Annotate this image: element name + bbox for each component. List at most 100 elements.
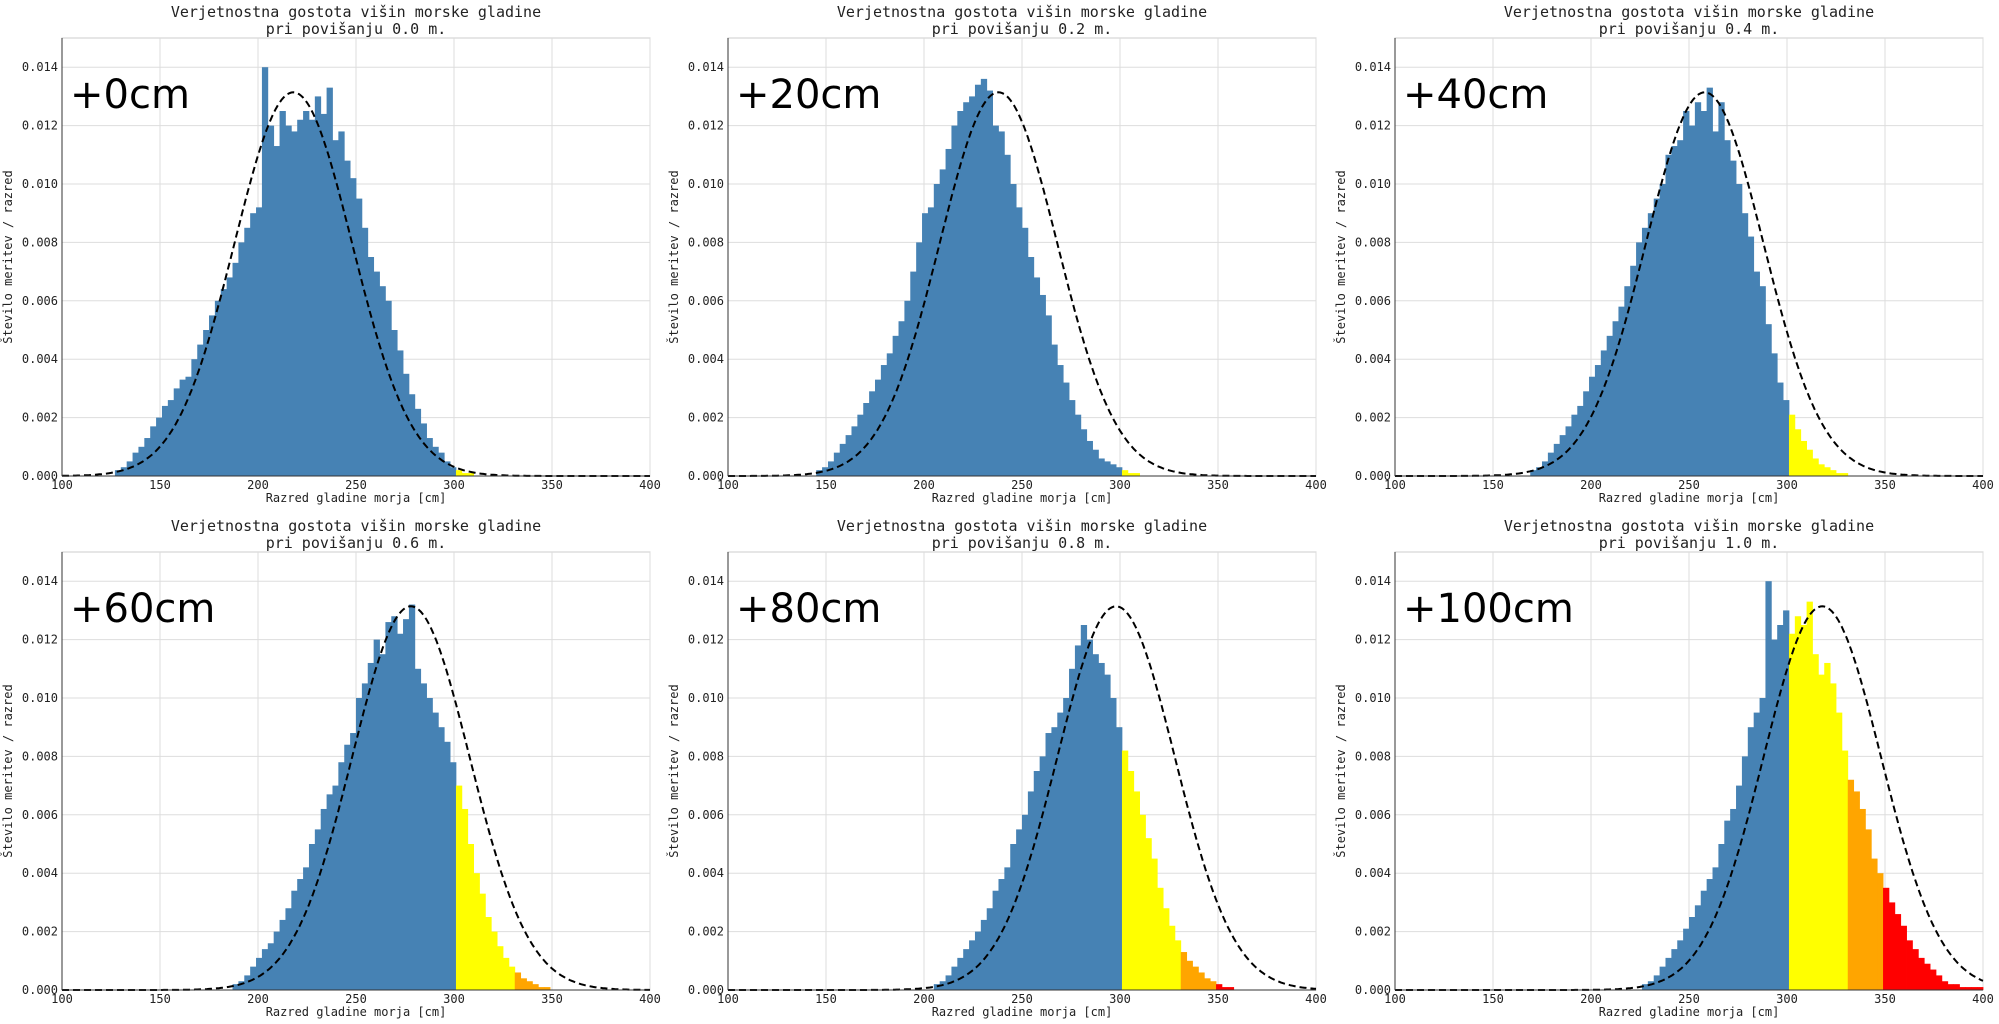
histogram-bar xyxy=(326,87,333,476)
histogram-bar xyxy=(326,794,333,990)
histogram-bar xyxy=(320,808,327,990)
histogram-bar xyxy=(1689,917,1696,990)
histogram-bar xyxy=(1924,963,1931,990)
histogram-bar xyxy=(1653,975,1660,990)
histogram-bar xyxy=(1116,467,1123,476)
y-tick-label: 0.002 xyxy=(1355,411,1391,425)
histogram-bar xyxy=(244,227,251,476)
x-tick-label: 150 xyxy=(149,992,171,1006)
histogram-bar xyxy=(1877,873,1884,990)
histogram-bar xyxy=(1045,733,1052,990)
histogram-bar xyxy=(426,698,433,990)
y-tick-label: 0.000 xyxy=(1355,983,1391,997)
histogram-bar xyxy=(1677,140,1684,476)
histogram-bar xyxy=(1765,581,1772,990)
y-tick-label: 0.010 xyxy=(688,691,724,705)
histogram-bar xyxy=(1204,978,1211,990)
histogram-bar xyxy=(185,376,192,476)
histogram-bar xyxy=(414,668,422,990)
histogram-bar xyxy=(1157,887,1164,990)
histogram-bar xyxy=(303,867,310,990)
x-tick-label: 100 xyxy=(51,992,73,1006)
histogram-bar xyxy=(232,262,239,476)
histogram-bar xyxy=(1016,829,1023,990)
y-tick-label: 0.012 xyxy=(22,119,58,133)
histogram-bar xyxy=(1647,981,1655,990)
histogram-bar xyxy=(922,213,929,476)
histogram-bar xyxy=(1104,461,1111,476)
histogram-bar xyxy=(1624,286,1631,476)
histogram-bar xyxy=(467,844,474,990)
y-tick-label: 0.010 xyxy=(1355,691,1391,705)
histogram-bar xyxy=(1753,271,1760,476)
y-tick-label: 0.008 xyxy=(22,235,58,249)
histogram-panel: Verjetnostna gostota višin morske gladin… xyxy=(1333,517,1994,1019)
histogram-bar xyxy=(114,470,122,476)
x-tick-label: 350 xyxy=(541,478,563,492)
y-tick-label: 0.012 xyxy=(22,633,58,647)
x-tick-label: 400 xyxy=(1305,992,1327,1006)
histogram-bar xyxy=(1022,227,1029,476)
histogram-bar xyxy=(308,844,316,990)
histogram-bar xyxy=(1145,838,1152,990)
histogram-bar xyxy=(314,96,322,477)
histogram-bar xyxy=(892,335,899,476)
histogram-bar xyxy=(379,286,386,476)
histogram-bar xyxy=(503,957,510,990)
histogram-bar xyxy=(1824,467,1831,476)
histogram-bar xyxy=(1069,668,1076,990)
histogram-bar xyxy=(1800,440,1807,476)
histogram-bar xyxy=(1759,286,1766,476)
histogram-bar xyxy=(1116,727,1123,990)
histogram-bar xyxy=(1163,908,1170,990)
histogram-bar xyxy=(1010,184,1017,476)
histogram-bar xyxy=(432,712,439,990)
histogram-bar xyxy=(1612,321,1619,476)
normal-fit-curve xyxy=(1395,91,1983,477)
histogram-bar xyxy=(945,148,952,476)
histogram-bar xyxy=(1110,464,1117,476)
histogram-bar xyxy=(1718,844,1725,990)
histogram-bar xyxy=(1074,414,1082,476)
histogram-bar xyxy=(403,373,410,476)
scenario-tag: +80cm xyxy=(736,586,881,632)
histogram-bar xyxy=(538,987,545,990)
histogram-bar xyxy=(1039,756,1046,990)
histogram-bar xyxy=(285,908,292,990)
y-tick-label: 0.000 xyxy=(22,983,58,997)
histogram-bar xyxy=(1659,184,1666,476)
histogram-bar xyxy=(397,633,404,990)
histogram-bar xyxy=(898,321,905,476)
histogram-bar xyxy=(845,435,852,476)
y-tick-label: 0.008 xyxy=(688,235,724,249)
histogram-bar xyxy=(1121,750,1129,990)
x-axis-label: Razred gladine morja [cm] xyxy=(1599,1005,1780,1019)
histogram-bar xyxy=(1221,987,1229,990)
histogram-bar xyxy=(467,473,474,476)
normal-fit-curve xyxy=(62,605,650,991)
histogram-bar xyxy=(1841,473,1849,476)
histogram-bar xyxy=(344,160,351,476)
histogram-bar xyxy=(1836,712,1843,990)
chart-title-line: pri povišanju 0.0 m. xyxy=(266,20,447,38)
histogram-bar xyxy=(179,379,186,476)
histogram-bar xyxy=(256,207,263,477)
x-tick-label: 400 xyxy=(1972,992,1994,1006)
histogram-bar xyxy=(385,622,392,990)
histogram-bar xyxy=(444,741,451,990)
histogram-bar xyxy=(379,654,386,990)
histogram-bar xyxy=(1965,987,1972,990)
histogram-bar xyxy=(1806,449,1813,476)
y-tick-label: 0.012 xyxy=(1355,633,1391,647)
y-axis-label: Število meritev / razred xyxy=(666,170,681,343)
histogram-bar xyxy=(1830,470,1837,476)
x-tick-label: 350 xyxy=(541,992,563,1006)
histogram-bar xyxy=(951,966,958,990)
histogram-bar xyxy=(992,125,999,476)
y-tick-label: 0.000 xyxy=(688,469,724,483)
y-tick-label: 0.004 xyxy=(22,866,58,880)
histogram-bar xyxy=(479,893,486,990)
histogram-bar xyxy=(1771,353,1778,476)
histogram-bar xyxy=(356,198,363,476)
histogram-bar xyxy=(279,111,286,476)
